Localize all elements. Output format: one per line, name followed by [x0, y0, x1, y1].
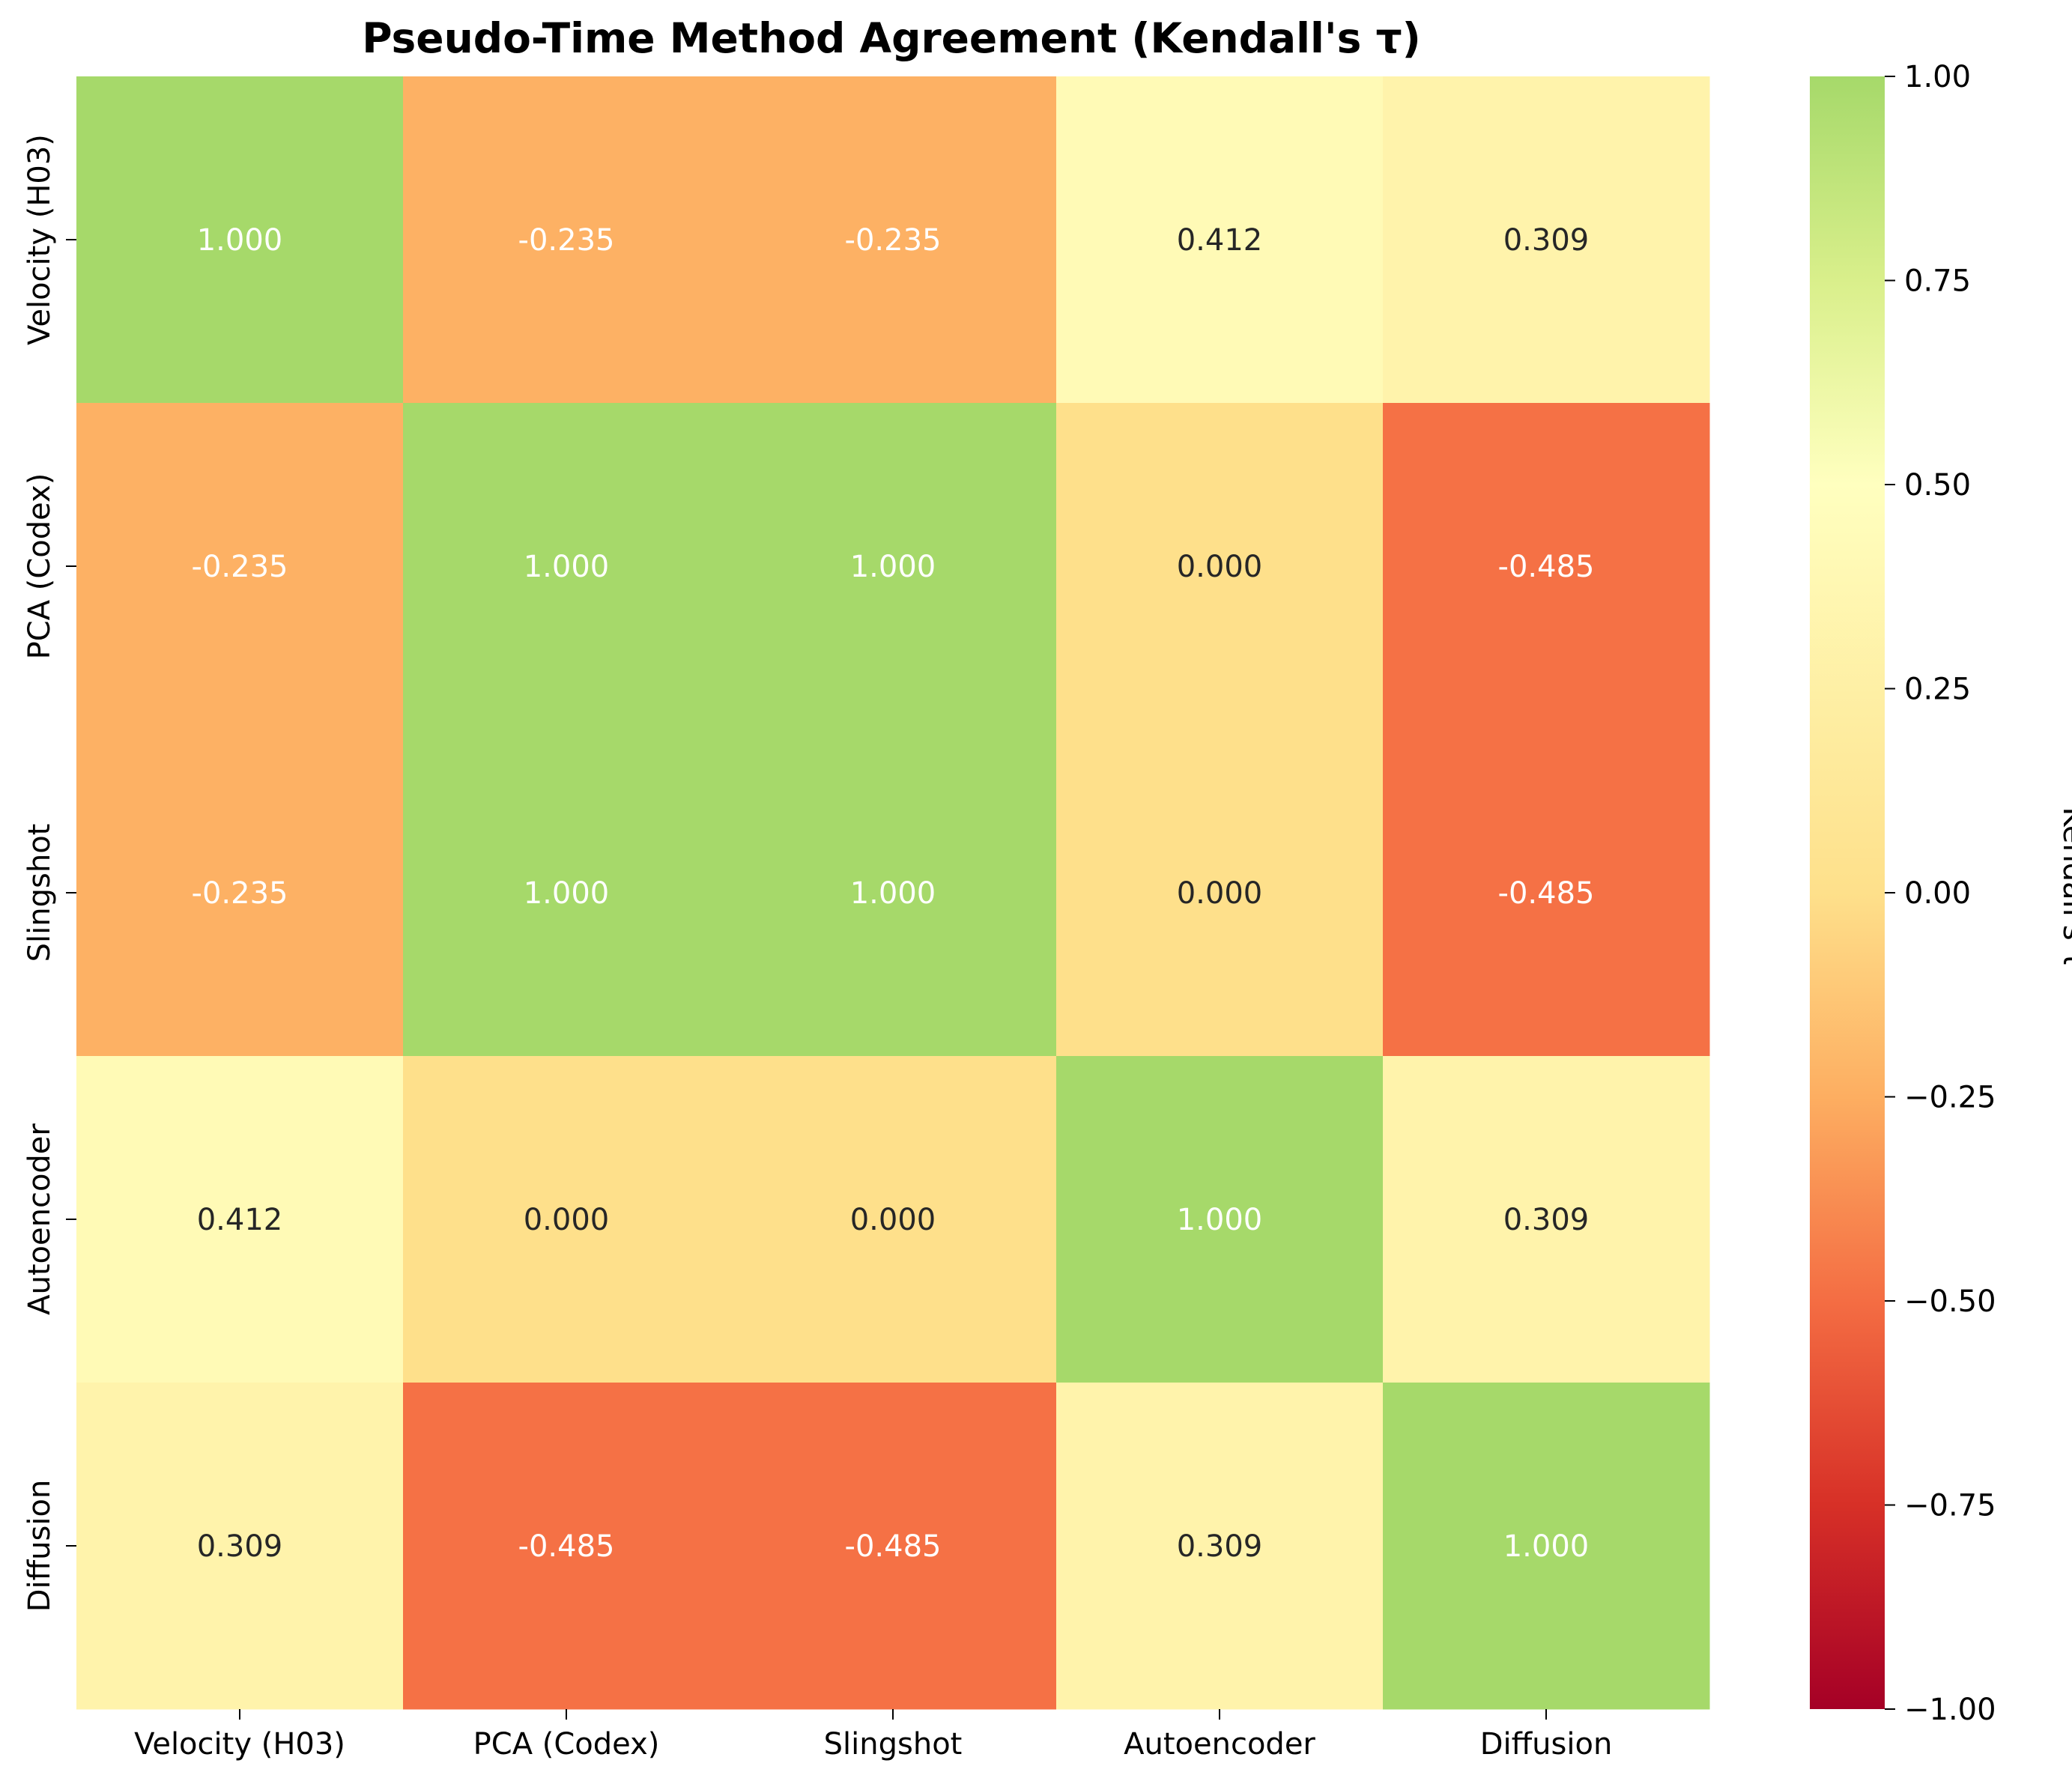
colorbar-gradient [1810, 76, 1885, 1709]
cell-value-label-4-0: 0.309 [197, 1529, 283, 1564]
cell-value-label-2-4: -0.485 [1498, 876, 1595, 911]
heatmap-cell-0-4 [1383, 76, 1710, 404]
x-tick-label: Diffusion [1480, 1727, 1613, 1762]
heatmap-cell-1-2 [730, 403, 1057, 730]
cell-value-label-1-1: 1.000 [524, 550, 610, 584]
heatmap-cell-4-0 [76, 1383, 404, 1710]
x-tick-label: PCA (Codex) [473, 1727, 660, 1762]
cell-value-label-3-1: 0.000 [524, 1203, 610, 1237]
heatmap-cell-2-3 [1056, 729, 1384, 1057]
cell-value-label-2-1: 1.000 [524, 876, 610, 911]
cell-value-label-4-1: -0.485 [518, 1529, 615, 1564]
heatmap-cell-3-0 [76, 1056, 404, 1383]
cell-value-label-3-3: 1.000 [1177, 1203, 1263, 1237]
cell-value-label-2-2: 1.000 [850, 876, 936, 911]
heatmap-cell-3-3 [1056, 1056, 1384, 1383]
cell-value-label-2-3: 0.000 [1177, 876, 1263, 911]
cell-value-label-3-4: 0.309 [1503, 1203, 1590, 1237]
heatmap-cell-4-1 [403, 1383, 730, 1710]
cell-value-label-0-2: -0.235 [845, 223, 942, 258]
heatmap-cell-labels: 1.000 -0.235 -0.235 0.412 0.309 -0.235 1.000 1.… [192, 223, 1595, 1564]
cell-value-label-4-4: 1.000 [1503, 1529, 1590, 1564]
colorbar-tick-label: −0.75 [1904, 1489, 1996, 1523]
cell-value-label-1-3: 0.000 [1177, 550, 1263, 584]
heatmap-cell-2-4 [1383, 729, 1710, 1057]
heatmap-cell-3-1 [403, 1056, 730, 1383]
x-tick-label: Slingshot [824, 1727, 963, 1762]
heatmap-cell-0-2 [730, 76, 1057, 404]
heatmap-cell-0-1 [403, 76, 730, 404]
cell-value-label-4-2: -0.485 [845, 1529, 942, 1564]
heatmap-cell-1-1 [403, 403, 730, 730]
colorbar-tick-label: 0.25 [1904, 673, 1971, 707]
cell-value-label-0-1: -0.235 [518, 223, 615, 258]
y-tick-label: Slingshot [22, 824, 57, 962]
colorbar-label: Kendall's τ [2056, 807, 2072, 968]
heatmap-cell-4-3 [1056, 1383, 1384, 1710]
cell-value-label-3-0: 0.412 [197, 1203, 283, 1237]
heatmap-cell-2-1 [403, 729, 730, 1057]
heatmap-cell-4-4 [1383, 1383, 1710, 1710]
x-axis: Velocity (H03) PCA (Codex) Slingshot Autoen… [134, 1709, 1612, 1762]
cell-value-label-4-3: 0.309 [1177, 1529, 1263, 1564]
cell-value-label-0-0: 1.000 [197, 223, 283, 258]
colorbar-tick-label: −1.00 [1904, 1693, 1996, 1727]
chart-title: Pseudo-Time Method Agreement (Kendall's … [362, 14, 1421, 62]
x-tick-label: Velocity (H03) [134, 1727, 345, 1762]
y-axis: Velocity (H03) PCA (Codex) Slingshot Autoen… [22, 134, 76, 1612]
cell-value-label-0-4: 0.309 [1503, 223, 1590, 258]
y-tick-label: Velocity (H03) [22, 134, 57, 345]
cell-value-label-2-0: -0.235 [192, 876, 288, 911]
heatmap-cell-3-2 [730, 1056, 1057, 1383]
heatmap-cell-3-4 [1383, 1056, 1710, 1383]
heatmap-cell-1-3 [1056, 403, 1384, 730]
cell-value-label-1-2: 1.000 [850, 550, 936, 584]
cell-value-label-3-2: 0.000 [850, 1203, 936, 1237]
colorbar-tick-label: 1.00 [1904, 60, 1971, 94]
cell-value-label-1-0: -0.235 [192, 550, 288, 584]
heatmap-cell-0-3 [1056, 76, 1384, 404]
heatmap-cell-1-4 [1383, 403, 1710, 730]
heatmap-cell-2-0 [76, 729, 404, 1057]
heatmap-cells [76, 76, 1710, 1710]
heatmap-cell-2-2 [730, 729, 1057, 1057]
colorbar-tick-label: −0.50 [1904, 1284, 1996, 1319]
colorbar-tick-label: −0.25 [1904, 1081, 1996, 1115]
heatmap-cell-1-0 [76, 403, 404, 730]
colorbar-tick-label: 0.50 [1904, 468, 1971, 503]
y-tick-label: PCA (Codex) [22, 473, 57, 660]
y-tick-label: Autoencoder [22, 1123, 57, 1315]
x-tick-label: Autoencoder [1124, 1727, 1315, 1762]
colorbar-tick-label: 0.00 [1904, 876, 1971, 911]
cell-value-label-1-4: -0.485 [1498, 550, 1595, 584]
heatmap-cell-0-0 [76, 76, 404, 404]
colorbar-tick-label: 0.75 [1904, 264, 1971, 299]
y-tick-label: Diffusion [22, 1480, 57, 1612]
colorbar: 1.00 0.75 0.50 0.25 0.00 −0.25 −0.50 −0.75 −1.00 [1810, 60, 1996, 1727]
cell-value-label-0-3: 0.412 [1177, 223, 1263, 258]
heatmap-cell-4-2 [730, 1383, 1057, 1710]
